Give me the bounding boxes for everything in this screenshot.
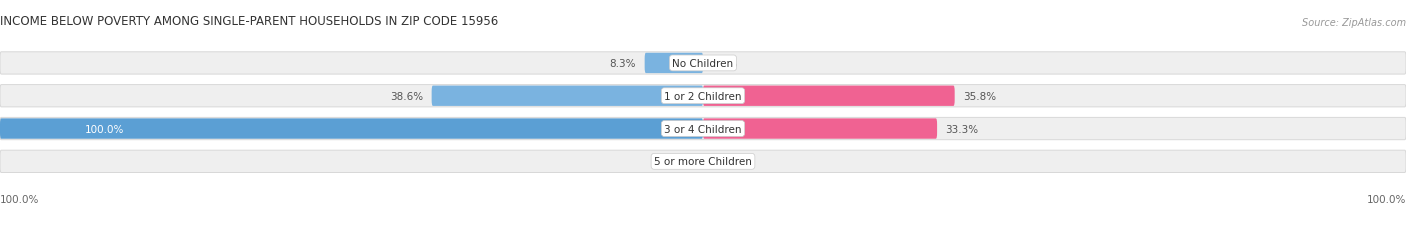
Text: 0.0%: 0.0%: [711, 157, 738, 167]
Text: Source: ZipAtlas.com: Source: ZipAtlas.com: [1302, 18, 1406, 28]
Text: 100.0%: 100.0%: [84, 124, 124, 134]
Text: 35.8%: 35.8%: [963, 91, 997, 101]
Text: 8.3%: 8.3%: [610, 59, 637, 69]
FancyBboxPatch shape: [703, 86, 955, 106]
Text: No Children: No Children: [672, 59, 734, 69]
Text: 3 or 4 Children: 3 or 4 Children: [664, 124, 742, 134]
FancyBboxPatch shape: [644, 54, 703, 74]
FancyBboxPatch shape: [703, 119, 936, 139]
Text: 33.3%: 33.3%: [945, 124, 979, 134]
Text: 0.0%: 0.0%: [668, 157, 695, 167]
Text: 100.0%: 100.0%: [0, 194, 39, 204]
FancyBboxPatch shape: [0, 151, 1406, 173]
Text: 5 or more Children: 5 or more Children: [654, 157, 752, 167]
FancyBboxPatch shape: [432, 86, 703, 106]
Text: INCOME BELOW POVERTY AMONG SINGLE-PARENT HOUSEHOLDS IN ZIP CODE 15956: INCOME BELOW POVERTY AMONG SINGLE-PARENT…: [0, 15, 498, 28]
FancyBboxPatch shape: [0, 119, 703, 139]
Text: 100.0%: 100.0%: [1367, 194, 1406, 204]
Text: 0.0%: 0.0%: [711, 59, 738, 69]
FancyBboxPatch shape: [0, 118, 1406, 140]
Text: 1 or 2 Children: 1 or 2 Children: [664, 91, 742, 101]
FancyBboxPatch shape: [0, 52, 1406, 75]
FancyBboxPatch shape: [0, 85, 1406, 107]
Text: 38.6%: 38.6%: [389, 91, 423, 101]
